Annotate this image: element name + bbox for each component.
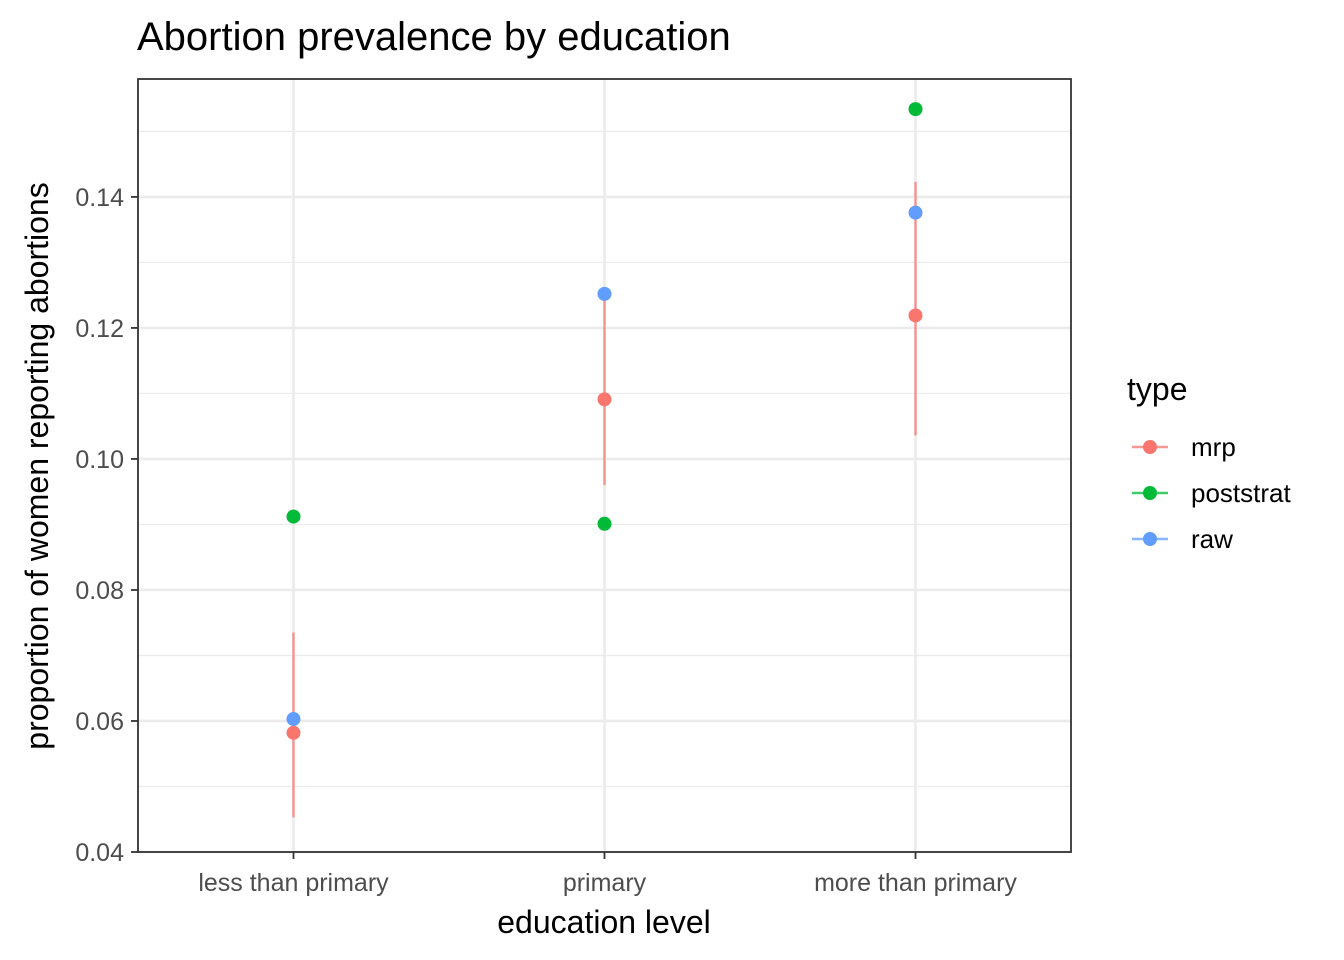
legend-title: type (1127, 371, 1187, 407)
y-tick-label: 0.12 (75, 315, 124, 343)
y-tick-label: 0.14 (75, 184, 124, 212)
legend-key-point-mrp (1143, 440, 1157, 454)
point-mrp (908, 308, 923, 323)
x-axis-title: education level (497, 904, 710, 940)
legend-label-poststrat: poststrat (1191, 478, 1291, 508)
plot-area: 0.04 0.06 0.08 0.10 0.12 0.14 less than primar… (75, 78, 1072, 897)
point-raw (597, 286, 612, 301)
y-tick-label: 0.08 (75, 577, 124, 605)
point-raw (908, 205, 923, 220)
x-tick-label: more than primary (814, 869, 1017, 897)
y-tick-label: 0.06 (75, 708, 124, 736)
legend-label-mrp: mrp (1191, 432, 1236, 462)
y-axis-title: proportion of women reporting abortions (19, 182, 55, 749)
y-tick-label: 0.10 (75, 446, 124, 474)
legend: type mrp poststrat raw (1127, 371, 1291, 554)
legend-key-point-poststrat (1143, 486, 1157, 500)
point-poststrat (908, 102, 923, 117)
x-tick-label: primary (563, 869, 647, 897)
legend-label-raw: raw (1191, 524, 1233, 554)
chart-title: Abortion prevalence by education (137, 15, 731, 59)
legend-key-point-raw (1143, 532, 1157, 546)
point-mrp (597, 392, 612, 407)
point-poststrat (286, 509, 301, 524)
point-mrp (286, 725, 301, 740)
y-tick-label: 0.04 (75, 839, 124, 867)
x-tick-label: less than primary (198, 869, 389, 897)
point-poststrat (597, 516, 612, 531)
point-raw (286, 712, 301, 727)
